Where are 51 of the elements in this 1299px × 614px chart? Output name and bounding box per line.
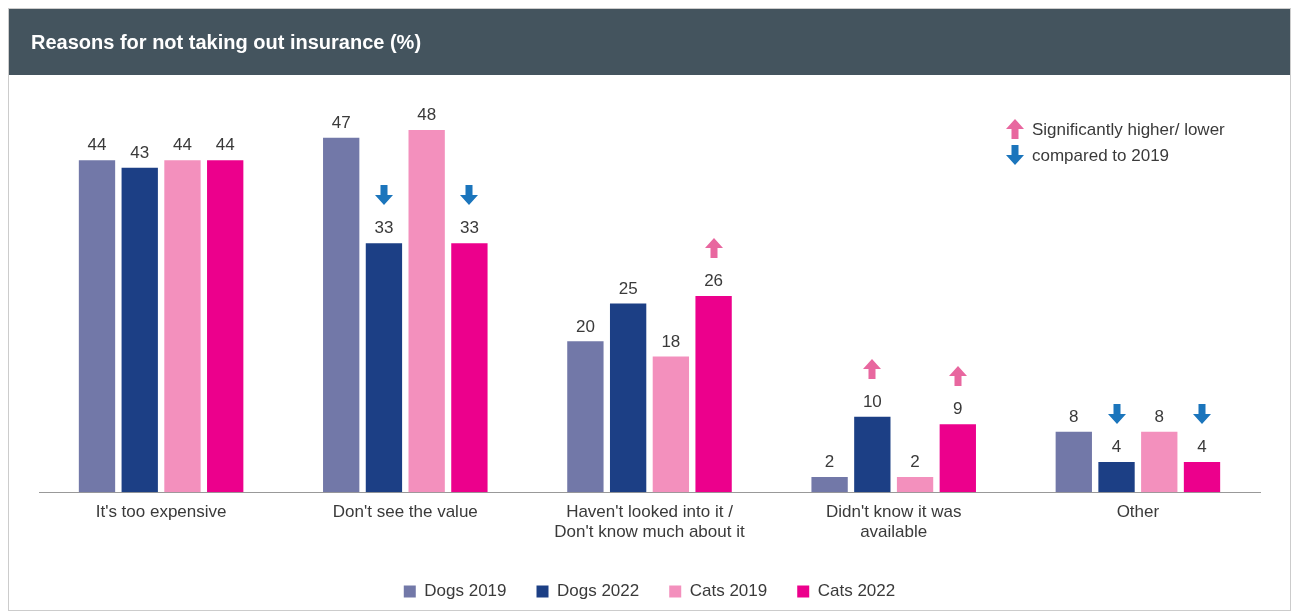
data-label: 2 — [910, 452, 920, 472]
data-label: 20 — [575, 316, 595, 336]
data-label: 44 — [215, 135, 235, 155]
bar — [323, 137, 360, 493]
legend-label: Cats 2022 — [817, 581, 896, 601]
bar — [939, 424, 976, 493]
bar — [1055, 431, 1092, 493]
data-label: 9 — [953, 399, 963, 419]
data-label: 2 — [824, 452, 835, 472]
data-label: 44 — [173, 135, 192, 155]
data-label: 26 — [704, 271, 724, 291]
data-label: 18 — [661, 331, 681, 351]
chart-title: Reasons for not taking out insurance (%) — [31, 30, 422, 54]
bar — [78, 160, 116, 493]
bar — [451, 243, 488, 493]
bar — [567, 341, 604, 493]
data-label: 8 — [1154, 407, 1164, 427]
bar — [164, 160, 201, 493]
bar — [121, 167, 158, 493]
data-label: 10 — [862, 391, 882, 411]
data-label: 33 — [459, 218, 479, 238]
data-label: 25 — [618, 278, 638, 298]
bar — [896, 477, 934, 493]
annotation: Significantly higher/ lower compared to 2019 — [1032, 119, 1226, 167]
bar — [207, 160, 244, 493]
data-label: 47 — [331, 112, 351, 132]
bar — [1141, 431, 1178, 493]
bar — [1183, 462, 1221, 493]
data-label: 43 — [130, 143, 150, 162]
bar — [408, 130, 445, 493]
x-tick-label: Didn't know it was available — [825, 502, 962, 542]
data-label: 33 — [374, 218, 394, 238]
x-tick-label: Don't see the value — [332, 502, 478, 522]
x-tick-label: It's too expensive — [95, 502, 227, 522]
data-label: 44 — [87, 135, 107, 155]
x-tick-label: Other — [1116, 502, 1160, 522]
bar — [1098, 462, 1135, 493]
legend-label: Dogs 2022 — [557, 581, 640, 601]
data-label: 4 — [1111, 437, 1122, 457]
bar — [811, 477, 848, 493]
bar — [854, 416, 891, 493]
x-tick-label: Haven't looked into it / Don't know much about it — [554, 502, 745, 542]
bar — [652, 356, 690, 493]
data-label: 48 — [417, 105, 437, 125]
bar — [609, 303, 647, 493]
legend-label: Cats 2019 — [689, 581, 768, 601]
bar — [365, 243, 403, 493]
data-label: 8 — [1069, 407, 1079, 427]
data-label: 4 — [1197, 437, 1207, 457]
bar — [695, 296, 732, 493]
legend-label: Dogs 2019 — [424, 581, 507, 601]
